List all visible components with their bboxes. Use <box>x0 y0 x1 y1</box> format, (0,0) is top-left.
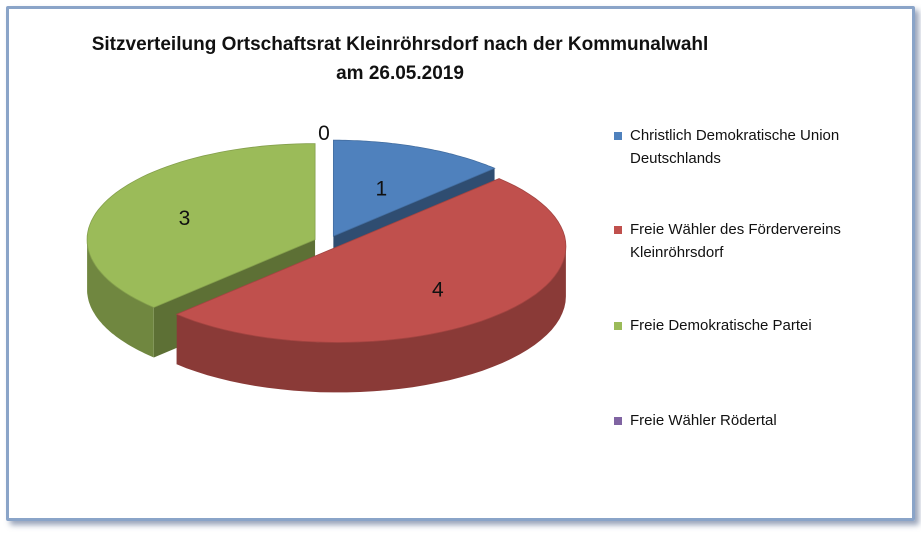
legend-label-freie-waehler-roedertal: Freie Wähler Rödertal <box>630 412 777 429</box>
legend-item-freie-waehler-foerderverein: Freie Wähler des Fördervereins Kleinröhr… <box>614 218 904 264</box>
pie-side-fdp <box>87 239 154 358</box>
legend-item-cdu: Christlich Demokratische Union Deutschla… <box>614 124 904 170</box>
chart-title-line2: am 26.05.2019 <box>336 63 464 84</box>
pie-slice-fdp <box>86 143 316 308</box>
legend-swatch-cdu <box>614 132 622 140</box>
legend-label-freie-waehler-foerderverein: Freie Wähler des Fördervereins Kleinröhr… <box>630 221 841 261</box>
data-label-cdu: 1 <box>375 177 387 200</box>
data-label-fdp: 3 <box>179 207 191 230</box>
pie-slice-cdu <box>332 139 496 237</box>
legend-swatch-fdp <box>614 322 622 330</box>
legend-item-fdp: Freie Demokratische Partei <box>614 314 904 337</box>
chart-title: Sitzverteilung Ortschaftsrat Kleinröhrsd… <box>0 30 800 88</box>
data-label-freie-waehler-roedertal: 0 <box>318 122 330 145</box>
chart-title-line1: Sitzverteilung Ortschaftsrat Kleinröhrsd… <box>91 34 709 55</box>
legend-label-fdp: Freie Demokratische Partei <box>630 317 812 334</box>
pie-side-freie-waehler-foerderverein <box>176 246 566 393</box>
data-label-freie-waehler-foerderverein: 4 <box>432 279 444 302</box>
pie-slice-freie-waehler-foerderverein <box>175 178 567 343</box>
legend-swatch-freie-waehler-roedertal <box>614 417 622 425</box>
legend-swatch-freie-waehler-foerderverein <box>614 226 622 234</box>
legend-item-freie-waehler-roedertal: Freie Wähler Rödertal <box>614 409 904 432</box>
legend-label-cdu: Christlich Demokratische Union Deutschla… <box>630 127 840 167</box>
